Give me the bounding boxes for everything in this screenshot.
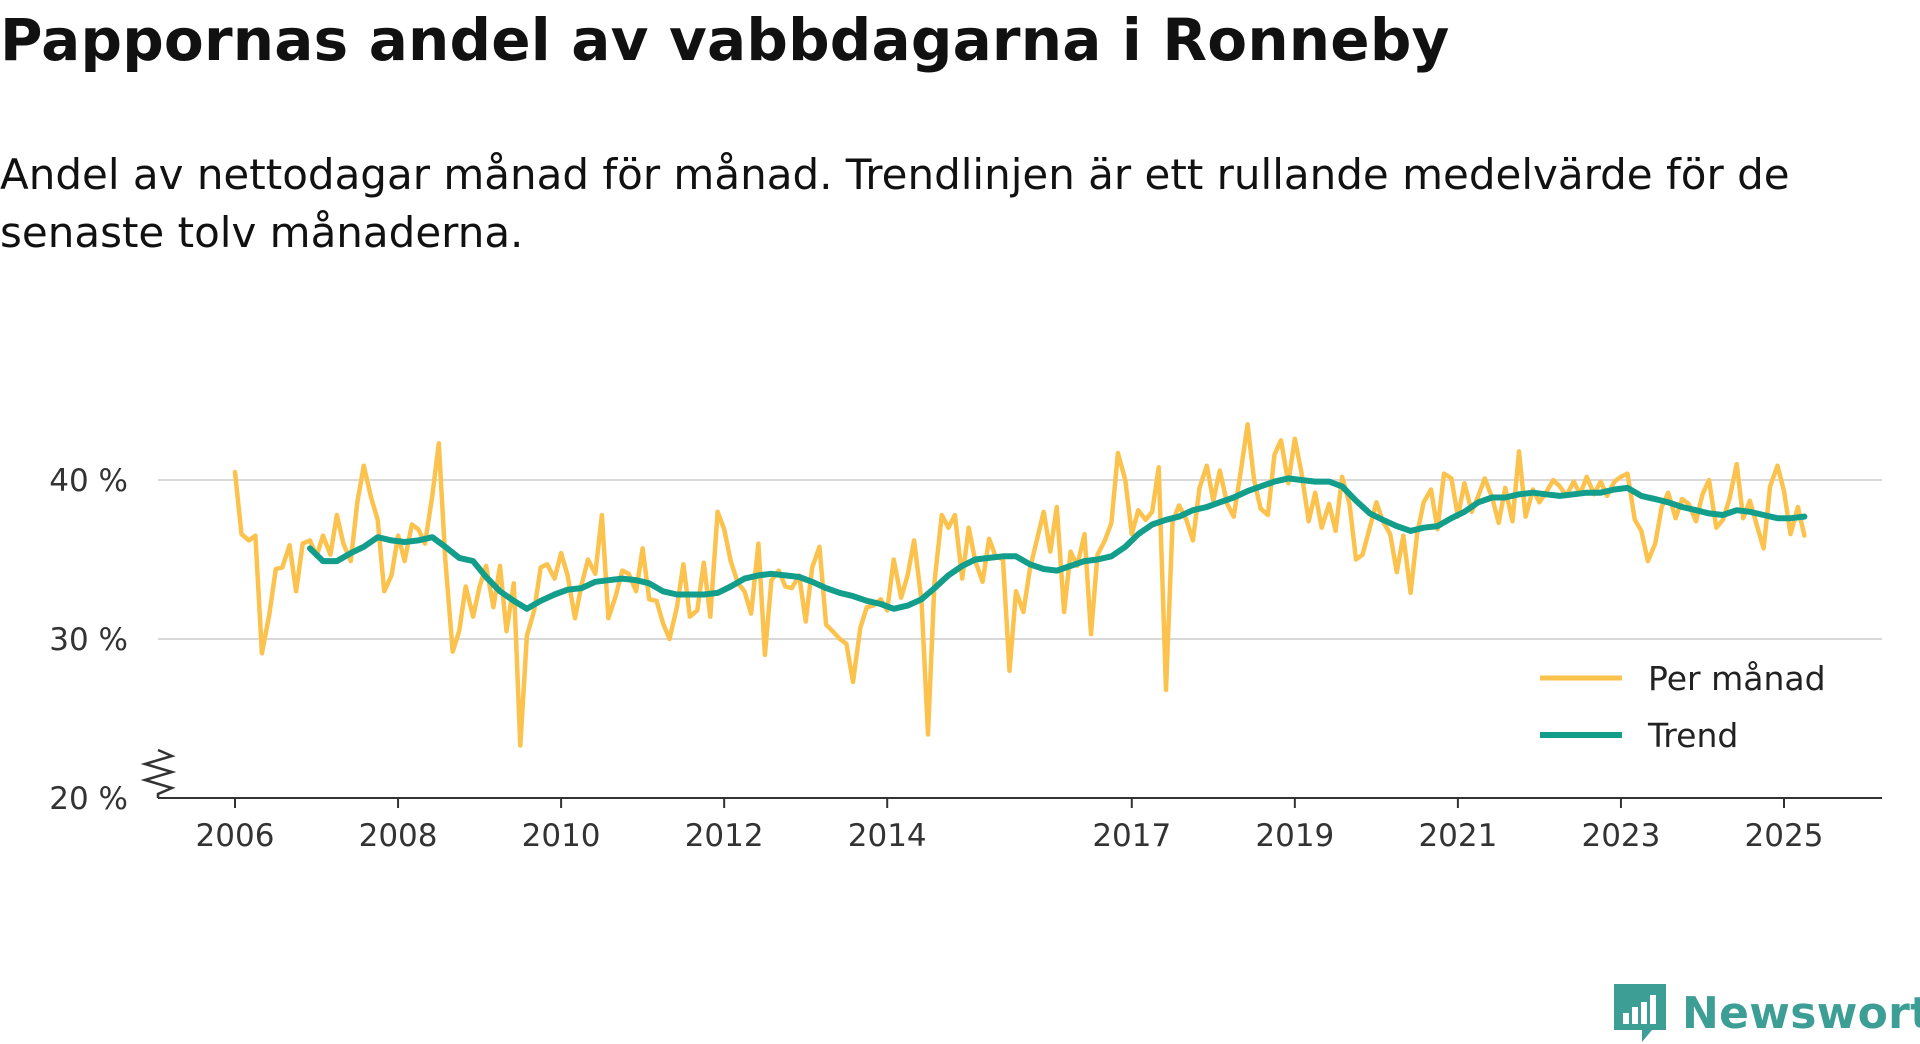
axes: 20 % 30 % 40 % 2006 2008 2010 2012 2014 2017 2019… <box>49 463 1882 854</box>
legend: Per månad Trend <box>1540 659 1826 755</box>
line-chart: 20 % 30 % 40 % 2006 2008 2010 2012 2014 2017 2019… <box>49 422 1882 854</box>
x-tick-label: 2014 <box>848 818 927 854</box>
x-tick-label: 2017 <box>1092 818 1171 854</box>
newsworthy-logo-icon <box>1614 984 1666 1042</box>
x-tick-label: 2012 <box>685 818 764 854</box>
x-tick-label: 2006 <box>196 818 275 854</box>
y-tick-label: 40 % <box>49 463 128 499</box>
brand-logo: Newsworthy <box>1612 982 1920 1044</box>
gridlines <box>158 479 1882 640</box>
x-tick-label: 2023 <box>1581 818 1660 854</box>
axis-break-icon <box>140 748 177 798</box>
x-tick-label: 2008 <box>359 818 438 854</box>
series-line-monthly <box>232 422 1807 748</box>
series-layer <box>232 422 1808 748</box>
x-tick-label: 2025 <box>1745 818 1824 854</box>
legend-label-monthly: Per månad <box>1648 659 1826 698</box>
chart-title: Pappornas andel av vabbdagarna i Ronneby <box>0 6 1450 74</box>
y-tick-label: 20 % <box>49 781 128 817</box>
chart-subtitle: Andel av nettodagar månad för månad. Tre… <box>0 150 1790 257</box>
x-tick-label: 2021 <box>1418 818 1497 854</box>
y-tick-label: 30 % <box>49 622 128 658</box>
brand-name: Newsworthy <box>1682 987 1920 1039</box>
series-line-trend <box>307 475 1808 612</box>
legend-label-trend: Trend <box>1647 716 1738 755</box>
x-tick-label: 2019 <box>1255 818 1334 854</box>
x-tick-label: 2010 <box>522 818 601 854</box>
